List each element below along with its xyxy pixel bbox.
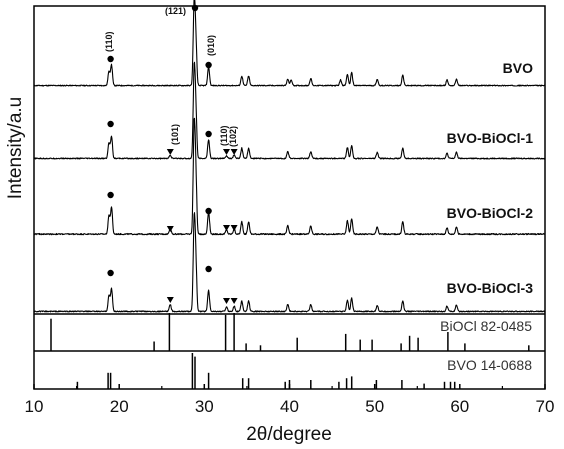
bvo-peak-marker: [205, 207, 212, 215]
x-tick-label: 20: [110, 397, 129, 416]
peak-label-101: (101): [170, 124, 180, 145]
peak-label-010: (010): [206, 35, 216, 56]
trace-bvo-biocl-3: [33, 212, 546, 313]
peak-label-110-biocl: (110): [219, 125, 229, 146]
x-tick-label: 70: [536, 397, 555, 416]
bvo-peak-marker: [205, 265, 212, 273]
x-axis-title: 2θ/degree: [246, 424, 332, 445]
bvo-peak-marker: [107, 120, 114, 128]
biocl-peak-marker: [230, 149, 238, 155]
series-label-bvo-biocl-2: BVO-BiOCl-2: [447, 205, 534, 221]
x-tick-label: 60: [450, 397, 469, 416]
bvo-peak-marker: [205, 61, 212, 69]
peak-label-102: (102): [228, 126, 238, 147]
series-label-bvo-biocl-3: BVO-BiOCl-3: [447, 280, 534, 296]
ref-label-bvo: BVO 14-0688: [447, 357, 532, 373]
bvo-peak-marker: [107, 191, 114, 199]
biocl-peak-marker: [230, 225, 238, 231]
biocl-peak-marker: [223, 298, 230, 304]
trace-bvo-biocl-1: [33, 61, 546, 160]
series-label-bvo: BVO: [503, 60, 533, 76]
biocl-peak-marker: [223, 149, 230, 155]
biocl-peak-marker: [166, 226, 174, 232]
peak-label-121: (121): [165, 6, 186, 16]
bvo-peak-marker: [205, 130, 212, 138]
ref-label-biocl: BiOCl 82-0485: [440, 318, 532, 334]
y-axis-title: Intensity/a.u: [5, 97, 26, 199]
bvo-peak-marker: [107, 55, 114, 63]
trace-bvo: [33, 0, 546, 87]
biocl-peak-marker: [166, 297, 174, 303]
series-label-bvo-biocl-1: BVO-BiOCl-1: [447, 130, 534, 146]
biocl-peak-marker: [223, 225, 230, 231]
x-tick-label: 50: [365, 397, 384, 416]
x-tick-label: 10: [25, 397, 44, 416]
peak-label-110: (110): [104, 31, 114, 52]
biocl-peak-marker: [166, 149, 174, 155]
x-tick-label: 40: [280, 397, 299, 416]
bvo-peak-marker: [107, 269, 114, 277]
biocl-peak-marker: [230, 298, 238, 304]
bvo-peak-marker: [191, 4, 199, 12]
x-tick-label: 30: [195, 397, 214, 416]
trace-bvo-biocl-2: [33, 117, 546, 236]
